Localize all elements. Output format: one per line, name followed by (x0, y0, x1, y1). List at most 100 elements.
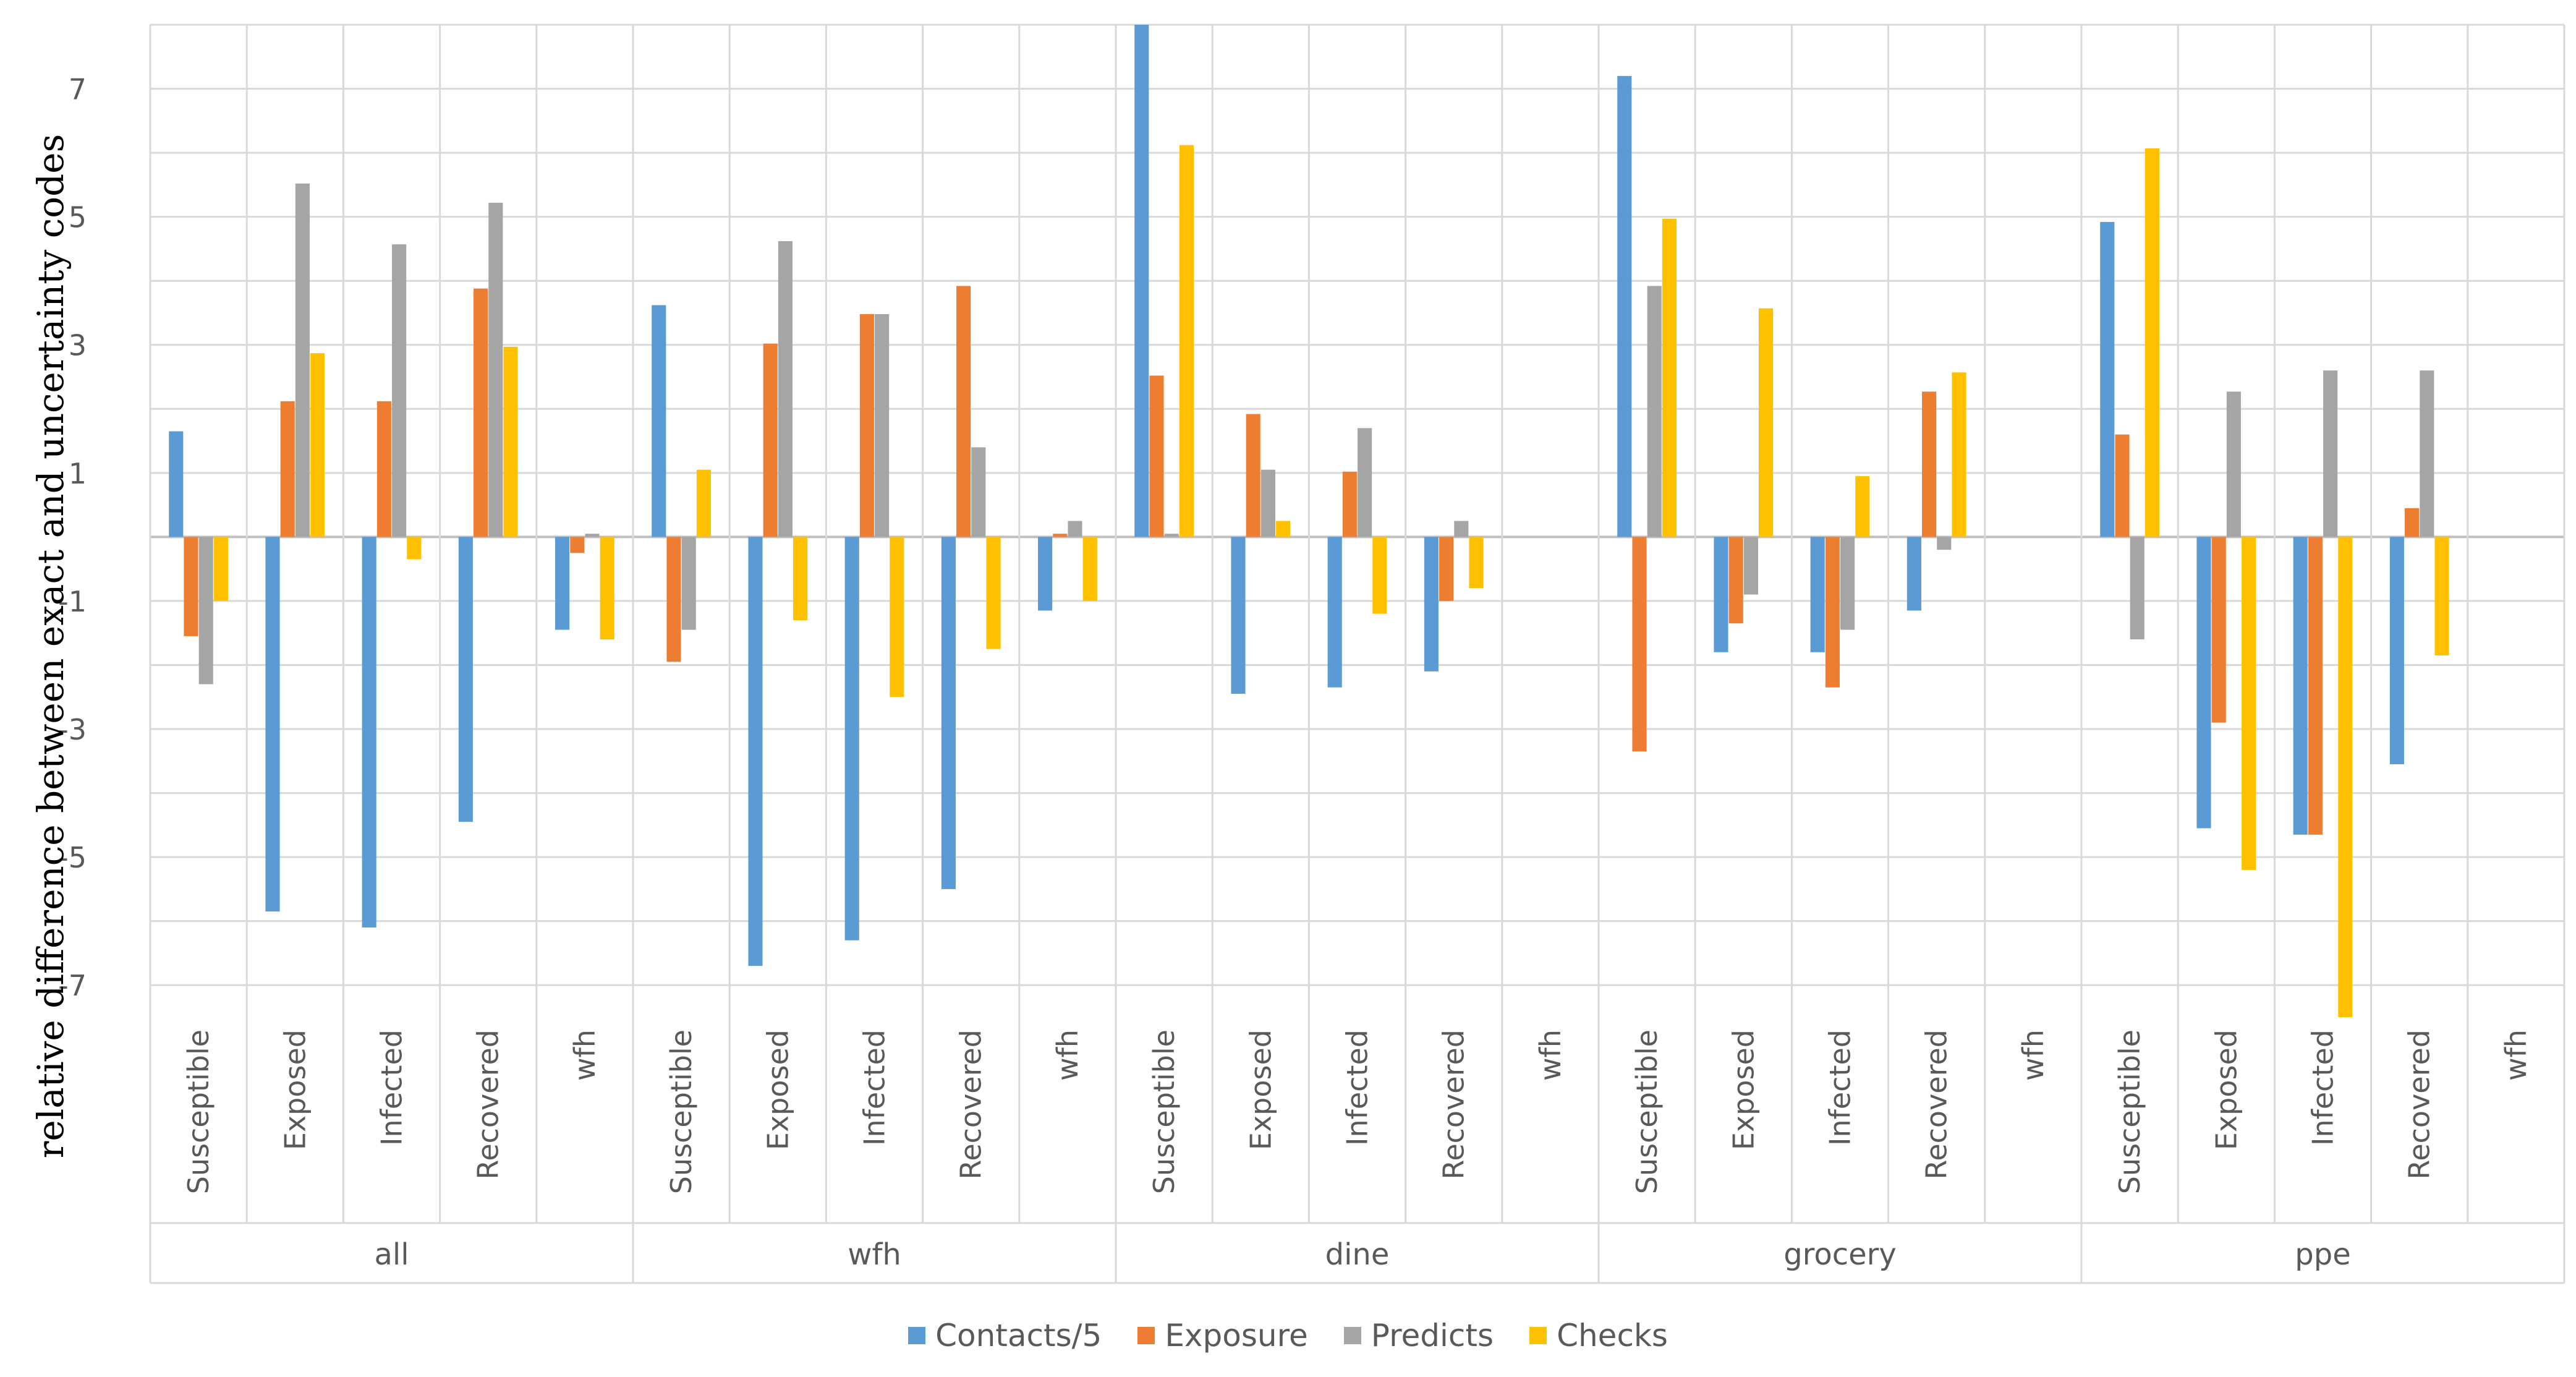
bar-checks (986, 537, 1001, 649)
y-tick-label: 1 (69, 457, 87, 490)
group-label: ppe (2295, 1237, 2350, 1272)
category-label: wfh (1051, 1030, 1084, 1081)
category-label: wfh (1534, 1030, 1567, 1081)
bar-predicts (778, 241, 793, 537)
bar-contacts-5 (2196, 537, 2211, 829)
bar-contacts-5 (2293, 537, 2308, 835)
bar-checks (1469, 537, 1484, 589)
bar-checks (1759, 308, 1774, 537)
bar-predicts (1260, 469, 1275, 537)
bar-predicts (488, 202, 503, 537)
bar-checks (600, 537, 614, 640)
bar-checks (1276, 521, 1291, 537)
bar-exposure (2115, 434, 2130, 537)
category-label: Susceptible (1147, 1030, 1181, 1194)
group-label: wfh (848, 1237, 901, 1272)
bar-predicts (1164, 534, 1179, 537)
bar-exposure (570, 537, 585, 553)
category-label: wfh (2017, 1030, 2050, 1081)
bar-checks (1082, 537, 1097, 601)
bar-predicts (2323, 370, 2338, 537)
bar-checks (1179, 145, 1194, 537)
group-label: all (374, 1237, 409, 1272)
category-label: Susceptible (2113, 1030, 2146, 1194)
bar-checks (696, 469, 711, 537)
bar-predicts (1454, 521, 1469, 537)
legend-swatch (908, 1327, 926, 1344)
category-label: Infected (2306, 1030, 2340, 1146)
category-label: Exposed (1244, 1030, 1277, 1150)
bar-exposure (1922, 391, 1937, 537)
category-label: Exposed (278, 1030, 312, 1150)
bar-predicts (2130, 537, 2145, 640)
category-label: Recovered (1437, 1030, 1471, 1180)
bar-exposure (1439, 537, 1454, 601)
bar-exposure (2405, 508, 2420, 537)
category-axis: Susceptible Exposed Infected Recovered wfh Su… (149, 25, 2565, 1284)
bar-predicts (295, 183, 310, 537)
bar-exposure (2308, 537, 2323, 835)
bar-contacts-5 (169, 431, 184, 537)
bar-checks (793, 537, 808, 620)
bar-predicts (392, 244, 407, 537)
bar-predicts (1647, 286, 1662, 537)
bar-checks (407, 537, 422, 560)
legend-label: Checks (1557, 1318, 1668, 1354)
bar-checks (1372, 537, 1387, 614)
bar-exposure (1053, 534, 1068, 537)
y-tick-label: -3 (58, 713, 87, 746)
bar-exposure (474, 288, 488, 537)
bar-checks (1662, 218, 1677, 537)
bar-exposure (1825, 537, 1840, 688)
bar-exposure (184, 537, 198, 636)
bar-contacts-5 (555, 537, 570, 630)
bar-exposure (1149, 375, 1164, 537)
bar-contacts-5 (265, 537, 280, 912)
bar-predicts (875, 314, 890, 537)
bar-checks (2434, 537, 2449, 655)
y-tick-label: 5 (69, 201, 87, 234)
bar-checks (213, 537, 228, 601)
bar-contacts-5 (1617, 75, 1632, 537)
gridlines (150, 23, 2564, 986)
bar-exposure (1728, 537, 1743, 624)
bar-checks (2242, 537, 2256, 870)
bar-checks (310, 353, 325, 537)
bar-contacts-5 (1424, 537, 1439, 671)
bar-exposure (859, 314, 874, 537)
bar-predicts (585, 534, 600, 537)
legend-swatch (1529, 1327, 1547, 1344)
bar-contacts-5 (1038, 537, 1053, 611)
bar-checks (2338, 537, 2353, 1017)
legend-label: Predicts (1371, 1318, 1494, 1354)
category-label: Recovered (954, 1030, 988, 1180)
legend-label: Exposure (1165, 1318, 1308, 1354)
y-tick-label: 3 (69, 329, 87, 362)
bar-contacts-5 (748, 537, 763, 966)
bars (169, 25, 2449, 1017)
category-label: Recovered (472, 1030, 505, 1180)
bar-predicts (1358, 428, 1372, 537)
bar-contacts-5 (458, 537, 473, 822)
bar-contacts-5 (652, 305, 666, 537)
bar-predicts (2420, 370, 2434, 537)
category-label: Infected (1824, 1030, 1857, 1146)
category-label: Recovered (2403, 1030, 2436, 1180)
category-label: Exposed (2209, 1030, 2243, 1150)
bar-contacts-5 (362, 537, 376, 928)
bar-predicts (971, 447, 986, 537)
bar-predicts (1840, 537, 1855, 630)
y-axis-title: relative difference between exact and un… (30, 134, 72, 1159)
category-label: Recovered (1920, 1030, 1953, 1180)
bar-predicts (1743, 537, 1758, 595)
bar-contacts-5 (1906, 537, 1921, 611)
bar-predicts (681, 537, 696, 630)
bar-exposure (956, 286, 971, 537)
legend-item: Checks (1529, 1318, 1668, 1354)
bar-exposure (763, 343, 778, 537)
legend-swatch (1343, 1327, 1361, 1344)
bar-predicts (1937, 537, 1952, 550)
bar-checks (1952, 372, 1966, 537)
